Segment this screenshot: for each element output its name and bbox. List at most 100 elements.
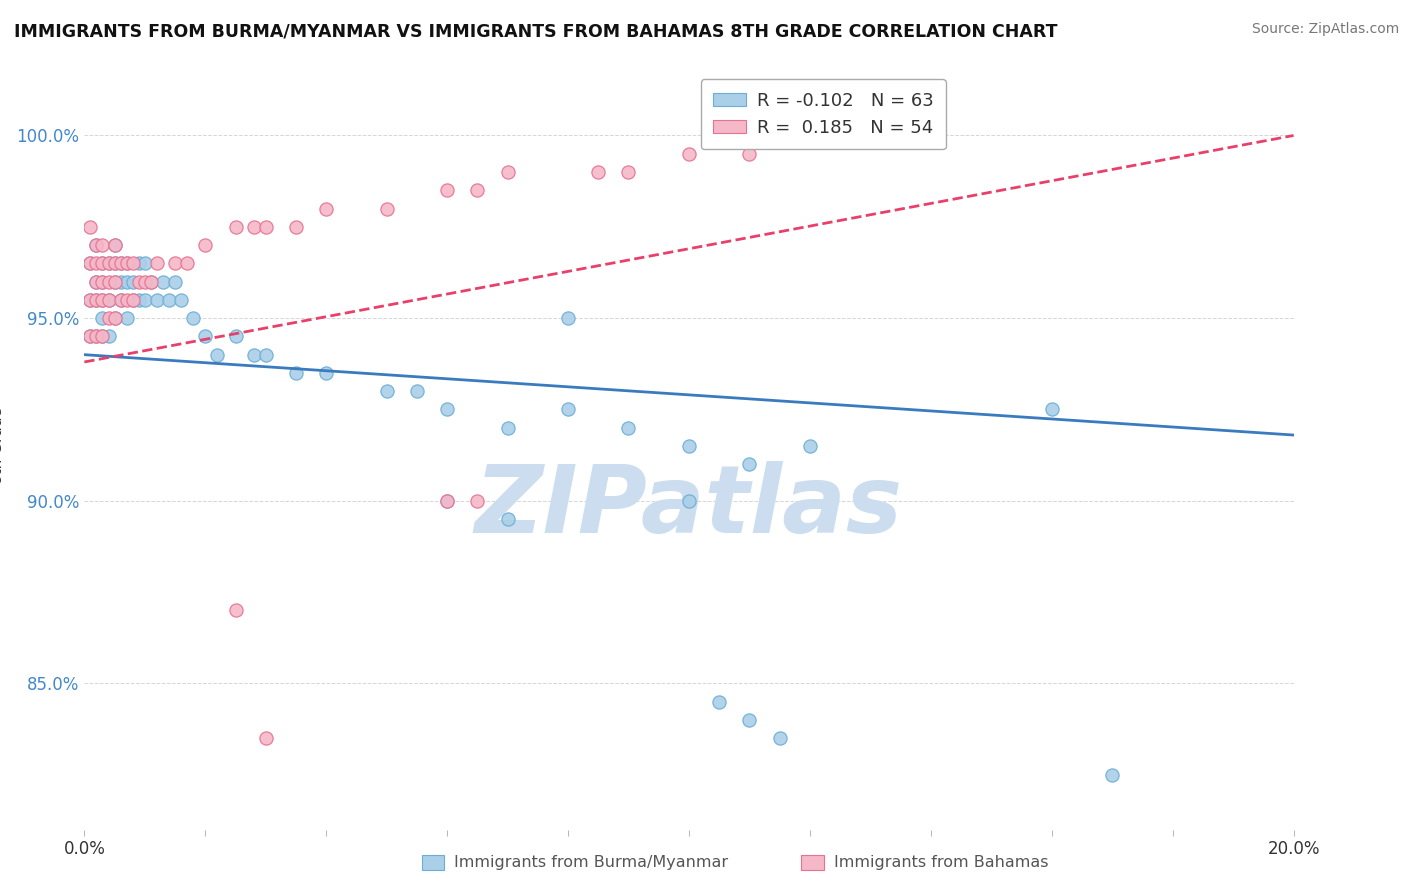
Point	[79, 329, 101, 343]
Point	[738, 146, 761, 161]
Point	[617, 421, 640, 435]
Point	[285, 366, 308, 380]
Point	[709, 695, 731, 709]
Text: Immigrants from Burma/Myanmar: Immigrants from Burma/Myanmar	[454, 855, 728, 870]
Point	[86, 238, 108, 252]
Point	[97, 329, 120, 343]
Point	[97, 256, 120, 270]
Point	[194, 238, 217, 252]
Point	[91, 293, 114, 307]
Point	[165, 256, 187, 270]
Point	[254, 731, 277, 746]
Point	[115, 256, 138, 270]
Point	[86, 275, 108, 289]
Point	[588, 165, 610, 179]
Point	[128, 293, 150, 307]
Point	[86, 238, 108, 252]
Point	[254, 348, 277, 362]
Point	[86, 329, 108, 343]
Point	[242, 219, 264, 234]
Point	[769, 731, 792, 746]
Legend: R = -0.102   N = 63, R =  0.185   N = 54: R = -0.102 N = 63, R = 0.185 N = 54	[700, 79, 946, 150]
Point	[678, 493, 700, 508]
Point	[128, 275, 150, 289]
Point	[121, 275, 143, 289]
Point	[225, 329, 247, 343]
Point	[104, 238, 127, 252]
Point	[104, 256, 127, 270]
Point	[121, 256, 143, 270]
Point	[79, 256, 101, 270]
Point	[678, 146, 700, 161]
Point	[176, 256, 198, 270]
Point	[91, 329, 114, 343]
Point	[121, 293, 143, 307]
Point	[678, 439, 700, 453]
Point	[225, 219, 247, 234]
Point	[104, 256, 127, 270]
Point	[375, 384, 398, 399]
Point	[91, 275, 114, 289]
Point	[91, 293, 114, 307]
Text: Immigrants from Bahamas: Immigrants from Bahamas	[834, 855, 1049, 870]
Point	[1040, 402, 1063, 417]
Point	[181, 311, 204, 326]
Point	[91, 275, 114, 289]
Point	[86, 256, 108, 270]
Point	[91, 329, 114, 343]
Point	[436, 183, 458, 197]
Point	[146, 293, 169, 307]
Point	[79, 293, 101, 307]
Text: ZIPatlas: ZIPatlas	[475, 461, 903, 553]
Point	[436, 402, 458, 417]
Point	[97, 311, 120, 326]
Point	[254, 219, 277, 234]
Point	[315, 202, 337, 216]
Point	[436, 493, 458, 508]
Point	[110, 256, 132, 270]
Point	[86, 293, 108, 307]
Point	[375, 202, 398, 216]
Point	[97, 293, 120, 307]
Point	[104, 275, 127, 289]
Point	[242, 348, 264, 362]
Point	[104, 275, 127, 289]
Point	[97, 293, 120, 307]
Point	[110, 293, 132, 307]
Text: IMMIGRANTS FROM BURMA/MYANMAR VS IMMIGRANTS FROM BAHAMAS 8TH GRADE CORRELATION C: IMMIGRANTS FROM BURMA/MYANMAR VS IMMIGRA…	[14, 22, 1057, 40]
Point	[799, 128, 821, 143]
Point	[467, 183, 489, 197]
Point	[134, 275, 156, 289]
Point	[110, 275, 132, 289]
Point	[79, 219, 101, 234]
Point	[496, 165, 519, 179]
Point	[115, 275, 138, 289]
Y-axis label: 8th Grade: 8th Grade	[0, 408, 6, 484]
Point	[285, 219, 308, 234]
Point	[110, 293, 132, 307]
Point	[496, 512, 519, 526]
Point	[110, 256, 132, 270]
Point	[139, 275, 162, 289]
Point	[97, 256, 120, 270]
Point	[91, 256, 114, 270]
Point	[1101, 768, 1123, 782]
Point	[139, 275, 162, 289]
Point	[207, 348, 229, 362]
Point	[557, 402, 579, 417]
Point	[436, 493, 458, 508]
Point	[115, 293, 138, 307]
Point	[104, 311, 127, 326]
Point	[115, 256, 138, 270]
Point	[170, 293, 193, 307]
Point	[104, 238, 127, 252]
Point	[121, 293, 143, 307]
Point	[496, 421, 519, 435]
Point	[738, 713, 761, 727]
Point	[194, 329, 217, 343]
Point	[920, 128, 942, 143]
Point	[152, 275, 174, 289]
Point	[315, 366, 337, 380]
Point	[86, 329, 108, 343]
Text: Source: ZipAtlas.com: Source: ZipAtlas.com	[1251, 22, 1399, 37]
